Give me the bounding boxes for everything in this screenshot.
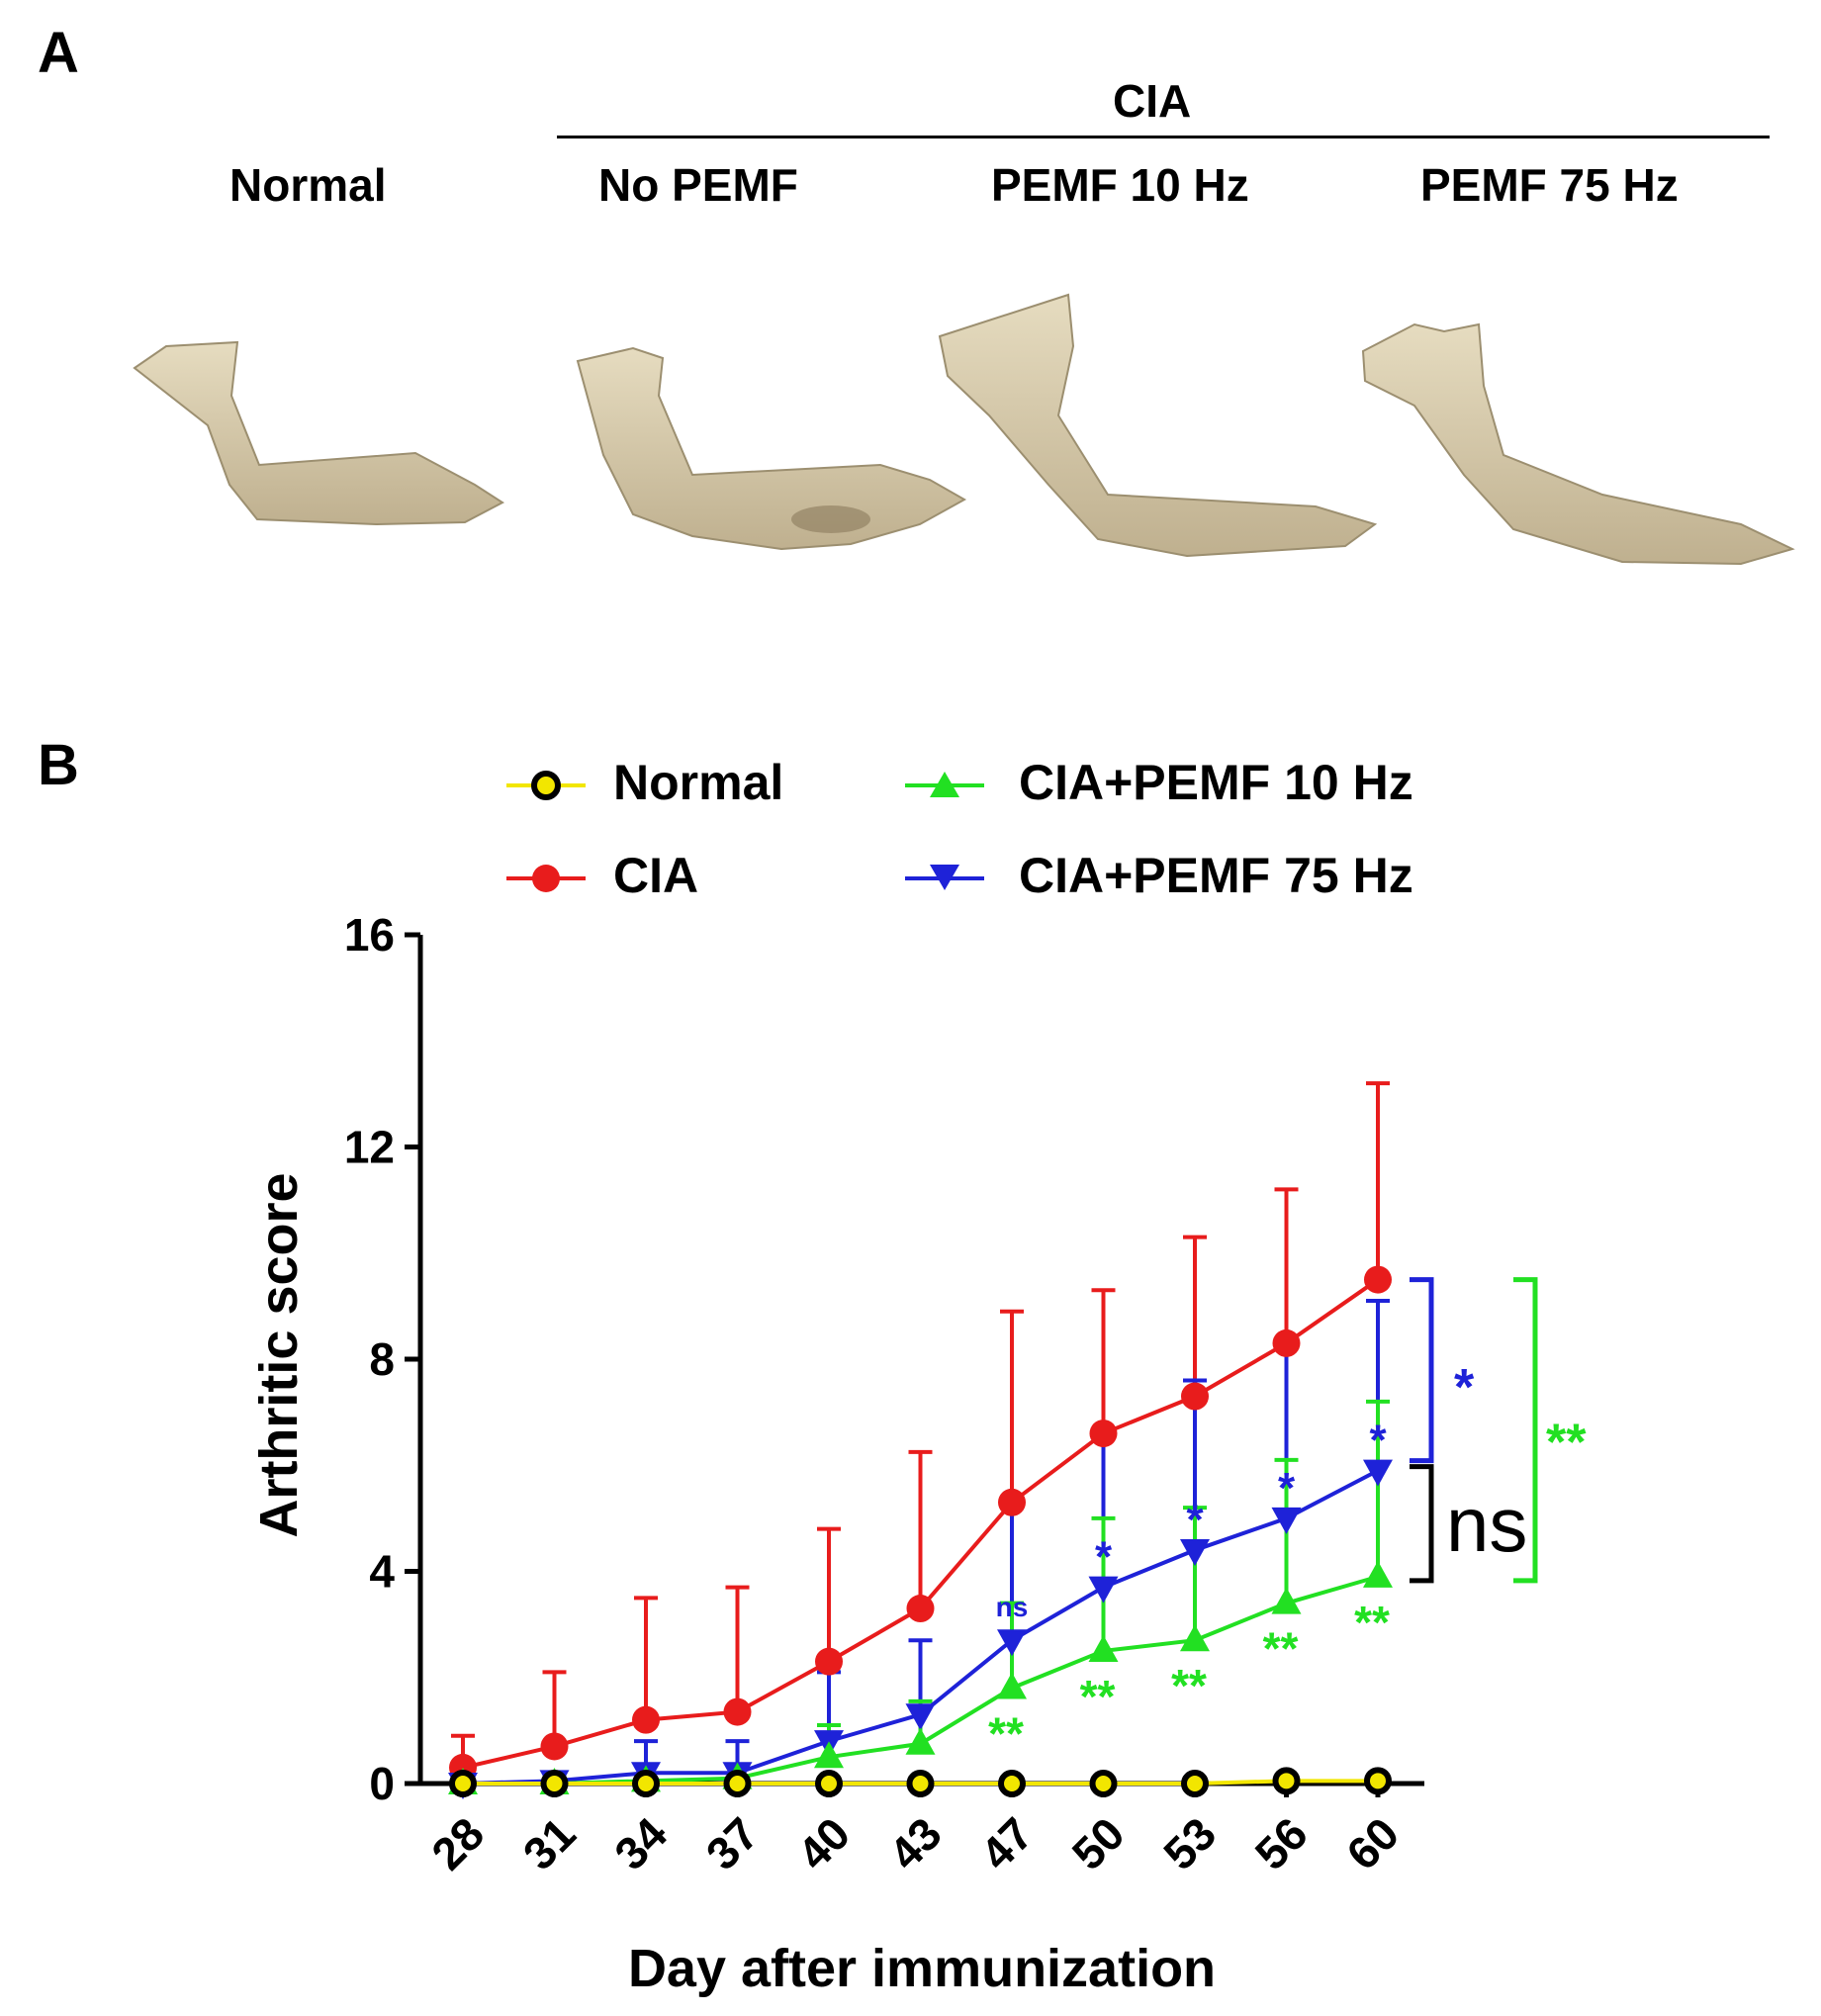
y-axis-title: Arthritic score <box>249 1172 309 1537</box>
legend-marker-pemf10 <box>930 772 959 797</box>
x-tick-label: 31 <box>513 1807 586 1879</box>
data-point <box>540 1732 569 1761</box>
panel-b-letter: B <box>38 733 79 797</box>
data-point <box>998 1488 1026 1516</box>
y-tick-label: 0 <box>369 1758 395 1809</box>
legend <box>506 771 984 892</box>
significance-mark-pemf10: ** <box>1171 1660 1207 1711</box>
data-point <box>1363 1459 1393 1487</box>
data-point <box>1271 1507 1302 1534</box>
data-point <box>1272 1767 1301 1795</box>
panel-a-letter: A <box>38 21 79 85</box>
data-point <box>1180 1624 1210 1652</box>
y-tick-label: 8 <box>369 1333 395 1385</box>
legend-item-pemf75 <box>905 865 984 890</box>
legend-item-normal <box>506 771 586 800</box>
significance-mark-pemf75: * <box>1095 1533 1113 1582</box>
group-label-normal: Normal <box>229 159 387 211</box>
paw-photo-no-pemf <box>576 346 967 551</box>
data-point <box>723 1770 752 1797</box>
significance-mark-pemf10: ** <box>1354 1597 1390 1648</box>
group-label-pemf-75hz: PEMF 75 Hz <box>1420 159 1679 211</box>
data-point <box>905 1703 936 1731</box>
bracket-label-pemf75-vs-pemf10: ns <box>1446 1481 1527 1568</box>
bracket-label-cia-vs-pemf75: * <box>1454 1359 1475 1417</box>
data-point <box>1088 1634 1119 1662</box>
bracket-cia-vs-pemf75 <box>1410 1277 1434 1464</box>
paw-photo-pemf-10hz <box>938 293 1378 558</box>
data-point <box>1181 1770 1209 1797</box>
legend-label-normal: Normal <box>613 755 784 810</box>
data-point <box>632 1770 660 1797</box>
data-point <box>814 1741 844 1769</box>
data-point <box>632 1705 660 1734</box>
data-point <box>1364 1767 1392 1795</box>
legend-label-pemf75: CIA+PEMF 75 Hz <box>1019 848 1413 903</box>
x-tick-label: 34 <box>604 1807 677 1879</box>
bracket-label-cia-vs-pemf10: ** <box>1546 1415 1587 1472</box>
data-point <box>997 1672 1027 1699</box>
x-tick-label: 56 <box>1245 1807 1318 1879</box>
y-tick-label: 12 <box>344 1122 395 1173</box>
data-point <box>1089 1770 1118 1797</box>
legend-marker-normal <box>531 771 561 800</box>
data-point <box>1180 1539 1210 1567</box>
paw-photos <box>133 293 1795 566</box>
significance-mark-pemf10: ** <box>1263 1623 1299 1675</box>
legend-item-cia <box>506 865 586 892</box>
y-tick-label: 4 <box>369 1546 395 1598</box>
group-label-pemf-10hz: PEMF 10 Hz <box>991 159 1249 211</box>
data-point <box>906 1595 935 1623</box>
data-point <box>1272 1329 1301 1357</box>
x-tick-label: 37 <box>696 1807 769 1879</box>
bracket-cia-vs-pemf10 <box>1513 1277 1538 1584</box>
data-point <box>815 1647 843 1676</box>
paw-photo-pemf-75hz <box>1361 322 1795 566</box>
significance-mark-pemf10: ** <box>988 1707 1024 1759</box>
data-point <box>1181 1382 1209 1411</box>
x-tick-label: 47 <box>970 1807 1043 1879</box>
significance-mark-pemf10: ** <box>1080 1671 1116 1722</box>
data-point <box>1088 1576 1119 1604</box>
paw-photo-normal <box>133 340 504 526</box>
x-axis-title: Day after immunization <box>628 1939 1216 1998</box>
data-point <box>905 1727 936 1755</box>
data-point <box>1363 1560 1393 1588</box>
markers-normal <box>449 1767 1392 1797</box>
data-point <box>723 1697 752 1726</box>
data-point <box>815 1770 843 1797</box>
x-tick-label: 50 <box>1062 1807 1135 1879</box>
x-tick-label: 40 <box>787 1807 860 1879</box>
x-tick-label: 60 <box>1336 1807 1409 1879</box>
significance-mark-pemf75: * <box>1369 1417 1387 1465</box>
legend-label-cia: CIA <box>613 848 699 903</box>
data-point <box>1364 1265 1392 1294</box>
legend-item-pemf10 <box>905 772 984 797</box>
data-point <box>1089 1420 1118 1448</box>
data-point <box>1271 1587 1302 1614</box>
x-tick-label: 43 <box>879 1807 952 1879</box>
significance-mark-pemf75: ns <box>996 1592 1029 1622</box>
data-point <box>906 1770 935 1797</box>
data-point <box>540 1770 569 1797</box>
data-point <box>449 1770 477 1797</box>
group-label-no-pemf: No PEMF <box>598 159 798 211</box>
significance-mark-pemf75: * <box>1278 1464 1296 1512</box>
error-bars-cia <box>451 1081 1390 1768</box>
cia-group-header: CIA <box>1113 75 1192 127</box>
x-tick-label: 53 <box>1153 1807 1226 1879</box>
data-point <box>998 1770 1026 1797</box>
y-tick-label: 16 <box>344 909 395 961</box>
x-tick-label: 28 <box>421 1807 494 1879</box>
bracket-pemf75-vs-pemf10 <box>1410 1464 1434 1584</box>
legend-marker-cia <box>532 865 560 892</box>
data-point <box>997 1629 1027 1657</box>
legend-label-pemf10: CIA+PEMF 10 Hz <box>1019 755 1413 810</box>
legend-marker-pemf75 <box>930 865 959 890</box>
significance-mark-pemf75: * <box>1186 1496 1204 1544</box>
cia-group-line <box>557 136 1770 138</box>
